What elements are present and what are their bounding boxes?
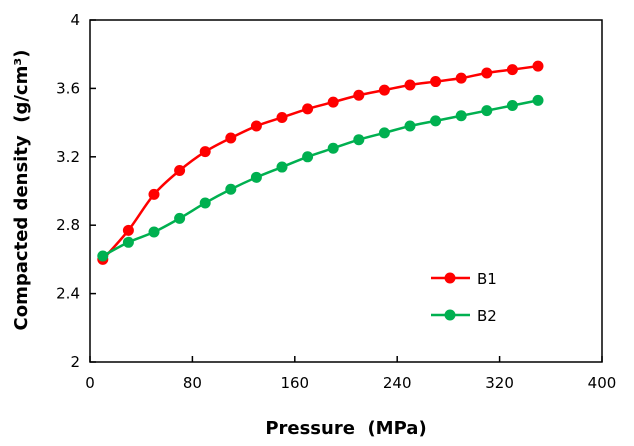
y-tick-label: 4 [70,11,80,29]
y-tick-label: 3.2 [56,148,80,166]
data-point-b1 [174,164,186,176]
data-point-b1 [250,120,262,132]
data-point-b2 [97,250,109,262]
y-tick-label: 2.8 [56,216,80,234]
data-point-b2 [174,212,186,224]
data-point-b2 [276,161,288,173]
legend-label-b1: B1 [477,270,497,288]
series-group [97,60,544,265]
x-tick-label: 400 [588,374,617,392]
data-point-b1 [225,132,237,144]
data-point-b2 [353,134,365,146]
legend-label-b2: B2 [477,307,497,325]
data-point-b2 [430,115,442,127]
data-point-b1 [430,76,442,88]
axis-ticks: 0 80 160 240 320 400 2 2.4 2.8 3.2 3.6 4 [56,11,616,392]
data-point-b1 [353,89,365,101]
data-point-b1 [327,96,339,108]
legend-marker-b2 [444,309,456,321]
data-point-b2 [327,142,339,154]
data-point-b2 [225,183,237,195]
data-point-b1 [302,103,314,115]
series-b2 [97,94,544,262]
data-point-b2 [250,171,262,183]
data-point-b2 [532,94,544,106]
plot-border [89,19,603,363]
x-tick-label: 240 [383,374,412,392]
data-point-b2 [481,105,493,117]
data-point-b2 [378,127,390,139]
data-point-b1 [455,72,467,84]
data-point-b2 [122,236,134,248]
data-point-b2 [404,120,416,132]
series-line-b1 [101,64,539,261]
x-tick-label: 0 [85,374,95,392]
data-point-b2 [455,110,467,122]
data-point-b1 [506,64,518,76]
data-point-b1 [481,67,493,79]
x-tick-label: 80 [183,374,202,392]
y-axis-title: Compacted density (g/cm³) [11,50,32,331]
x-axis-title: Pressure (MPa) [265,418,426,439]
data-point-b1 [148,188,160,200]
legend-marker-b1 [444,272,456,284]
y-tick-label: 2 [70,353,80,371]
y-tick-label: 3.6 [56,79,80,97]
y-tick-label: 2.4 [56,285,80,303]
data-point-b2 [302,151,314,163]
data-point-b1 [199,146,211,158]
x-tick-label: 160 [280,374,309,392]
legend: B1 B2 [431,270,497,325]
x-tick-label: 320 [485,374,514,392]
series-line-b2 [102,99,539,258]
data-point-b1 [276,111,288,123]
data-point-b1 [122,224,134,236]
data-point-b1 [532,60,544,72]
data-point-b2 [148,226,160,238]
data-point-b2 [506,100,518,111]
series-b1 [97,60,544,265]
data-point-b1 [378,84,390,96]
data-point-b1 [404,79,416,91]
data-point-b2 [199,197,211,209]
plot-area [89,19,603,363]
